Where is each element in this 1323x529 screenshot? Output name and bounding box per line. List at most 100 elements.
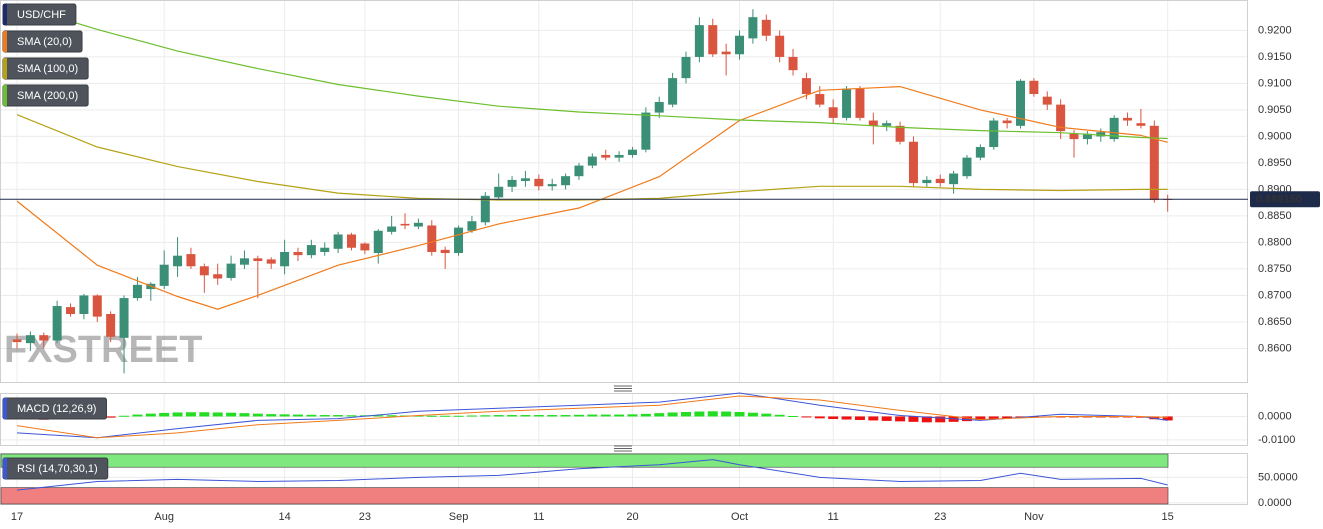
candle-body: [828, 107, 838, 118]
candle-body: [39, 335, 49, 341]
histogram-bar: [573, 414, 584, 417]
histogram-bar: [413, 415, 424, 417]
histogram-bar: [961, 416, 972, 422]
candle-body: [721, 51, 731, 55]
candle-body: [627, 149, 637, 155]
candle-body: [868, 120, 878, 126]
watermark: FXSTREET: [4, 329, 202, 371]
histogram-bar: [145, 413, 156, 417]
x-tick-label: Oct: [731, 511, 748, 523]
candle-body: [226, 263, 236, 278]
candle-body: [1069, 133, 1079, 140]
histogram-bar: [493, 415, 504, 417]
legend-swatch: [3, 398, 7, 419]
histogram-bar: [600, 414, 611, 417]
candle-body: [989, 120, 999, 148]
histogram-bar: [132, 414, 143, 417]
candle-body: [801, 78, 811, 95]
line: [16, 392, 1168, 439]
candle-body: [199, 266, 209, 276]
candle-body: [641, 112, 651, 150]
histogram-bar: [292, 414, 303, 417]
candle-body: [373, 230, 383, 254]
candle-body: [681, 56, 691, 79]
histogram-bar: [346, 415, 357, 417]
histogram-bar: [707, 411, 718, 417]
histogram-bar: [319, 415, 330, 417]
x-tick-label: 23: [934, 511, 946, 523]
candle-body: [1123, 117, 1133, 121]
candle-body: [320, 247, 330, 252]
candle-body: [467, 221, 477, 231]
candle-body: [855, 88, 865, 118]
histogram-bar: [921, 416, 932, 423]
histogram-bar: [801, 416, 812, 418]
legend-swatch: [3, 458, 7, 479]
histogram-bar: [279, 414, 290, 417]
x-tick-label: Nov: [1024, 511, 1044, 523]
y-tick-label: 0.9100: [1258, 77, 1292, 89]
legend-item: SMA (20,0): [2, 30, 83, 53]
candle-body: [333, 234, 343, 249]
candle-body: [1016, 80, 1025, 126]
candle-body: [213, 274, 223, 279]
x-tick-label: 11: [533, 511, 544, 523]
histogram-bar: [881, 416, 892, 421]
candle-body: [1109, 117, 1119, 140]
candle-body: [1082, 133, 1092, 140]
histogram-bar: [386, 415, 397, 417]
candle-body: [454, 227, 464, 254]
overbought-band: [0, 453, 1169, 468]
histogram-bar: [547, 415, 558, 417]
histogram-bar: [1002, 416, 1013, 419]
line: [16, 4, 1168, 140]
histogram-bar: [654, 413, 665, 417]
y-tick-label: 0.9150: [1258, 51, 1292, 63]
x-tick-label: Aug: [154, 511, 174, 523]
histogram-bar: [640, 413, 651, 417]
histogram-bar: [466, 415, 477, 417]
candle-body: [494, 186, 504, 198]
candle-body: [159, 264, 169, 286]
candle-body: [119, 298, 129, 338]
candle-body: [427, 225, 437, 252]
candle-body: [280, 251, 290, 267]
candle-body: [908, 141, 918, 184]
histogram-bar: [788, 415, 799, 417]
histogram-bar: [721, 411, 732, 417]
histogram-bar: [734, 411, 745, 417]
legend-label: SMA (20,0): [17, 36, 72, 48]
candle-body: [12, 339, 22, 343]
x-tick-label: 15: [1162, 511, 1174, 523]
x-tick-label: 20: [626, 511, 638, 523]
legend-item: USD/CHF: [2, 3, 77, 26]
histogram-bar: [159, 412, 170, 417]
histogram-bar: [828, 416, 839, 420]
histogram-bar: [988, 416, 999, 420]
candle-body: [561, 176, 571, 186]
candle-body: [708, 25, 718, 55]
candle-body: [735, 35, 745, 55]
histogram-bar: [587, 414, 598, 417]
histogram-bar: [1135, 416, 1146, 418]
y-tick-label: 0.0000: [1258, 410, 1292, 422]
histogram-bar: [426, 415, 437, 417]
candle-body: [547, 184, 557, 187]
histogram-bar: [105, 416, 116, 418]
candle-body: [962, 157, 972, 177]
histogram-bar: [854, 416, 865, 420]
y-tick-label: 0.8950: [1258, 157, 1292, 169]
candle-body: [668, 78, 678, 105]
candle-body: [788, 56, 798, 71]
legend-label: SMA (100,0): [17, 63, 78, 75]
candle-body: [92, 295, 102, 317]
line: [16, 459, 1168, 491]
y-tick-label: -0.0100: [1258, 434, 1295, 446]
current-price-label: 0.888150: [1256, 194, 1302, 206]
histogram-bar: [681, 411, 691, 417]
histogram-bar: [667, 412, 678, 417]
legend-item: SMA (100,0): [2, 57, 89, 80]
x-tick-label: 11: [827, 511, 838, 523]
candle-body: [360, 243, 370, 251]
histogram-bar: [841, 416, 852, 420]
